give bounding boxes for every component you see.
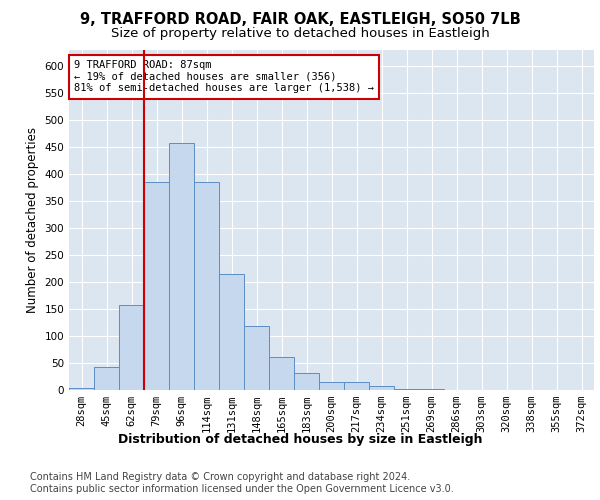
Text: Contains HM Land Registry data © Crown copyright and database right 2024.: Contains HM Land Registry data © Crown c… — [30, 472, 410, 482]
Bar — [344, 382, 369, 390]
Bar — [144, 182, 169, 390]
Text: 9 TRAFFORD ROAD: 87sqm
← 19% of detached houses are smaller (356)
81% of semi-de: 9 TRAFFORD ROAD: 87sqm ← 19% of detached… — [74, 60, 374, 94]
Bar — [69, 388, 94, 390]
Bar — [369, 386, 394, 390]
Bar — [169, 143, 194, 390]
Bar — [319, 382, 344, 390]
Text: Distribution of detached houses by size in Eastleigh: Distribution of detached houses by size … — [118, 432, 482, 446]
Y-axis label: Number of detached properties: Number of detached properties — [26, 127, 39, 313]
Text: Size of property relative to detached houses in Eastleigh: Size of property relative to detached ho… — [110, 28, 490, 40]
Bar — [194, 182, 219, 390]
Bar — [394, 389, 419, 390]
Bar — [269, 356, 294, 390]
Bar — [119, 304, 144, 390]
Text: Contains public sector information licensed under the Open Government Licence v3: Contains public sector information licen… — [30, 484, 454, 494]
Bar — [219, 274, 244, 390]
Bar — [244, 326, 269, 390]
Bar — [94, 368, 119, 390]
Text: 9, TRAFFORD ROAD, FAIR OAK, EASTLEIGH, SO50 7LB: 9, TRAFFORD ROAD, FAIR OAK, EASTLEIGH, S… — [80, 12, 520, 28]
Bar — [294, 372, 319, 390]
